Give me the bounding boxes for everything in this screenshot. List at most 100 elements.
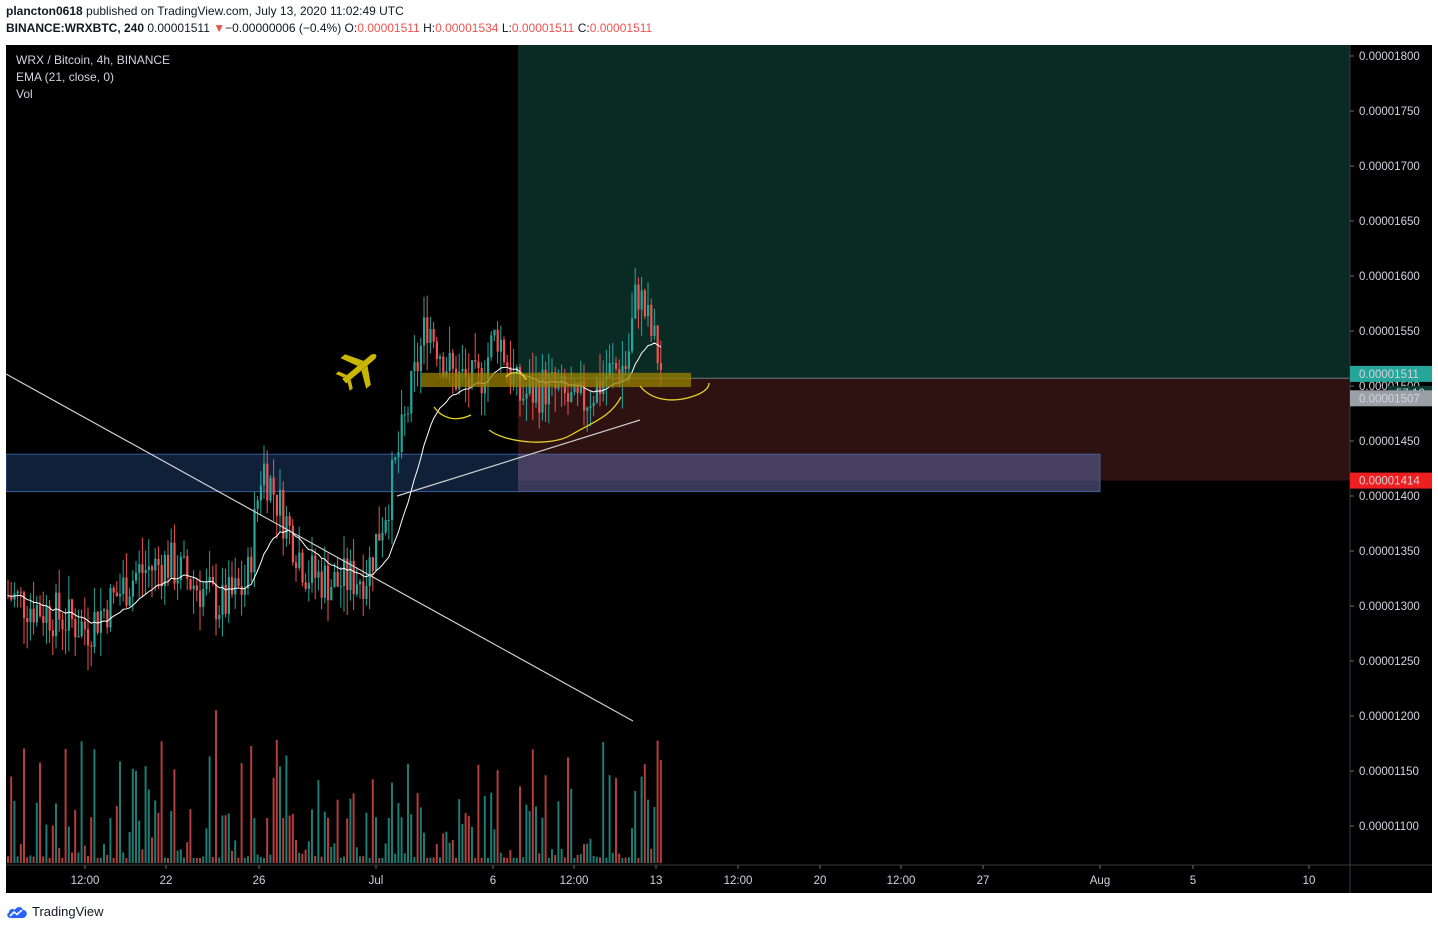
candle-body — [186, 556, 189, 579]
volume-bar — [99, 857, 102, 863]
candle-body — [80, 621, 83, 636]
volume-bar — [650, 848, 653, 863]
volume-bar — [471, 826, 473, 863]
tradingview-logo[interactable]: TradingView — [6, 904, 104, 919]
candle-body — [288, 516, 291, 526]
volume-bar — [435, 844, 438, 863]
volume-bar — [186, 842, 189, 863]
candle-body — [10, 595, 13, 600]
candle-body — [403, 414, 406, 416]
volume-bar — [547, 857, 550, 863]
candle-body — [544, 369, 547, 405]
candle-body — [432, 329, 435, 342]
candle-body — [493, 329, 496, 336]
volume-bar — [295, 839, 297, 863]
last-price: 0.00001511 — [147, 21, 210, 35]
candle-body — [435, 341, 438, 359]
candle-body — [327, 565, 330, 601]
candle-body — [659, 363, 662, 370]
volume-bar — [583, 844, 585, 863]
candle-body — [269, 477, 272, 501]
time-tick-label: 12:00 — [887, 875, 916, 887]
candle-body — [656, 325, 659, 364]
volume-bar — [109, 818, 112, 863]
volume-bar — [487, 857, 489, 863]
candle-body — [531, 378, 534, 403]
volume-bar — [624, 857, 627, 863]
volume-bar — [157, 812, 160, 863]
volume-bar — [10, 776, 13, 863]
volume-bar — [554, 855, 557, 863]
volume-bar — [560, 848, 563, 863]
candle-body — [266, 463, 269, 501]
volume-bar — [231, 850, 233, 863]
time-axis: 12:00 22 26 Jul 6 12:00 13 12:00 20 12:00 27 Aug 5 10 — [71, 865, 1315, 887]
volume-bar — [477, 764, 480, 863]
candle-body — [365, 586, 368, 599]
candle-body — [170, 542, 173, 578]
volume-bar — [519, 786, 521, 863]
volume-bar — [253, 817, 256, 863]
volume-bar — [256, 854, 259, 863]
candle-body — [173, 542, 176, 584]
candle-body — [138, 564, 141, 573]
annotation-curve — [639, 382, 710, 401]
legend-ema: EMA (21, close, 0) — [16, 70, 115, 84]
candle-body — [624, 365, 627, 369]
volume-bar — [13, 800, 16, 863]
candle-body — [592, 402, 595, 407]
volume-bar — [282, 817, 285, 863]
volume-bar — [26, 857, 29, 863]
volume-bar — [528, 811, 531, 863]
candle-body — [515, 367, 518, 374]
tradingview-cloud-icon — [7, 906, 27, 918]
price-tick-label: 0.00001150 — [1359, 766, 1419, 778]
volume-bar — [128, 832, 131, 863]
candle-body — [45, 606, 48, 623]
volume-bar — [179, 849, 182, 863]
volume-bar — [605, 857, 608, 863]
candle-body — [74, 619, 77, 638]
author-name[interactable]: plancton0618 — [6, 4, 83, 18]
candle-body — [282, 489, 285, 539]
candle-body — [295, 562, 298, 569]
volume-bar — [311, 809, 313, 863]
price-chart[interactable]: 0.00001800 0.00001750 0.00001700 0.00001650… — [6, 45, 1432, 893]
volume-bar — [451, 840, 454, 863]
volume-bar — [243, 857, 246, 863]
volume-bar — [410, 814, 413, 863]
volume-bar — [67, 826, 70, 863]
volume-bar — [307, 841, 310, 863]
volume-bar — [509, 850, 512, 863]
volume-bar — [125, 857, 128, 863]
volume-bar — [39, 762, 41, 863]
close-label: C: — [577, 21, 590, 35]
price-tick-label: 0.00001250 — [1359, 656, 1420, 668]
chart-pane[interactable]: 0.00001800 0.00001750 0.00001700 0.00001650… — [6, 45, 1432, 893]
candle-body — [141, 564, 144, 574]
candle-body — [586, 407, 589, 411]
candle-body — [42, 615, 45, 623]
candle-body — [499, 339, 502, 352]
candle-body — [125, 577, 128, 606]
volume-bar — [192, 857, 195, 863]
candle-body — [67, 599, 70, 631]
candle-body — [147, 566, 150, 570]
volume-bar — [87, 855, 89, 863]
volume-bar — [423, 832, 425, 863]
candle-body — [346, 558, 349, 591]
candle-body — [397, 452, 400, 458]
brand-name: TradingView — [32, 904, 104, 919]
time-tick-label: 12:00 — [724, 875, 753, 887]
volume-bar — [131, 768, 134, 863]
volume-bar — [285, 755, 288, 863]
volume-bar — [432, 857, 435, 863]
volume-bar — [570, 788, 573, 863]
price-tick-label: 0.00001750 — [1359, 106, 1420, 118]
time-tick-label: Aug — [1090, 875, 1110, 887]
volume-bar — [202, 856, 205, 863]
volume-bar — [291, 813, 294, 863]
volume-bar — [55, 803, 57, 863]
volume-bar — [208, 756, 211, 863]
volume-bar — [426, 857, 429, 863]
